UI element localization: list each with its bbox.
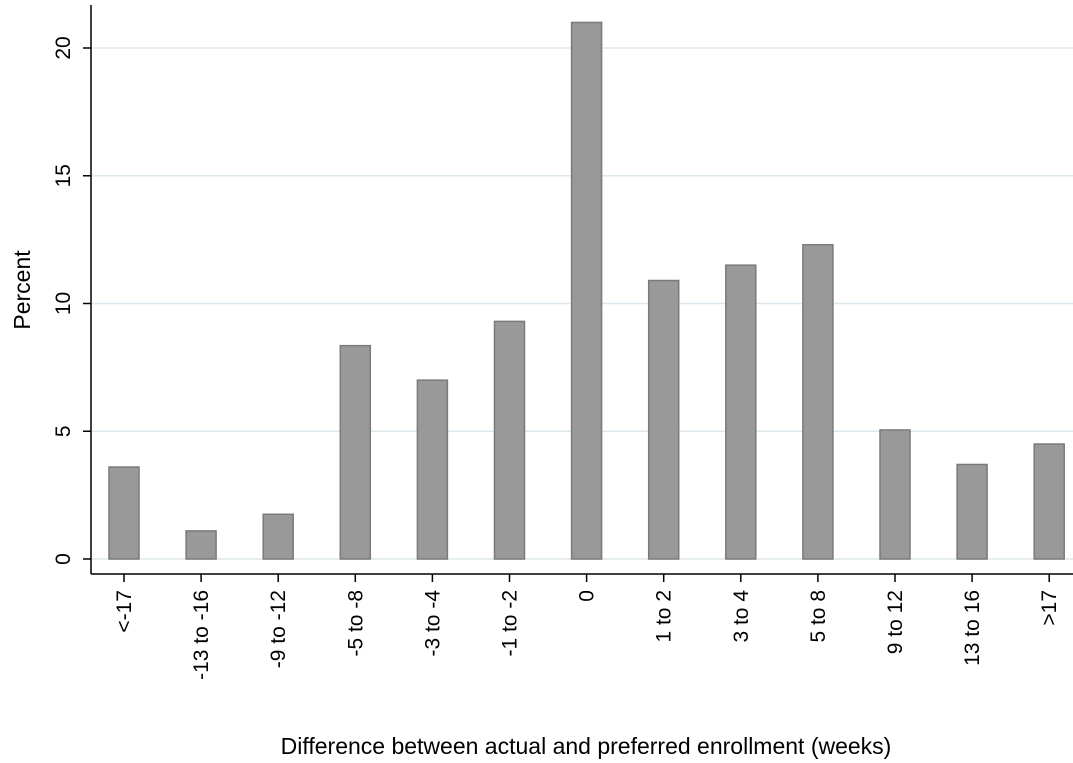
x-tick-label: 0 [576,590,599,602]
bar [725,264,757,560]
y-tick-label: 20 [52,36,75,59]
x-axis-title: Difference between actual and preferred … [281,733,892,759]
x-tick-label: -5 to -8 [344,590,367,657]
x-tick-label: >17 [1038,590,1061,626]
bar [416,379,449,560]
bar [647,279,680,560]
x-tick-label: -13 to -16 [190,590,213,680]
axes [90,5,1073,575]
bar [262,513,294,560]
y-tick-label: 10 [52,292,75,315]
bar [879,429,911,560]
bar [570,21,603,560]
bar [339,344,372,560]
bar [185,530,217,560]
x-tick-label: 3 to 4 [730,590,753,643]
y-tick-label: 0 [52,553,75,565]
bar [956,463,988,560]
x-tick-label: <-17 [113,590,136,633]
y-axis-title: Percent [9,250,35,330]
x-tick-label: 1 to 2 [653,590,676,643]
x-tick-label: 13 to 16 [961,590,984,666]
y-ticks: 0 5 10 15 20 [52,36,91,565]
x-tick-label: 5 to 8 [807,590,830,643]
bar [493,320,526,560]
x-tick-label: -3 to -4 [421,590,444,657]
bar [108,466,140,560]
bar [802,243,834,560]
x-tick-label: -1 to -2 [499,590,522,657]
y-tick-label: 5 [52,425,75,437]
x-ticks: <-17 -13 to -16 -9 to -12 -5 to -8 -3 to -4 -… [113,574,1061,680]
bars [108,21,1065,560]
y-tick-label: 15 [52,164,75,187]
x-tick-label: -9 to -12 [267,590,290,668]
x-tick-label: 9 to 12 [884,590,907,654]
bar [1033,443,1065,560]
